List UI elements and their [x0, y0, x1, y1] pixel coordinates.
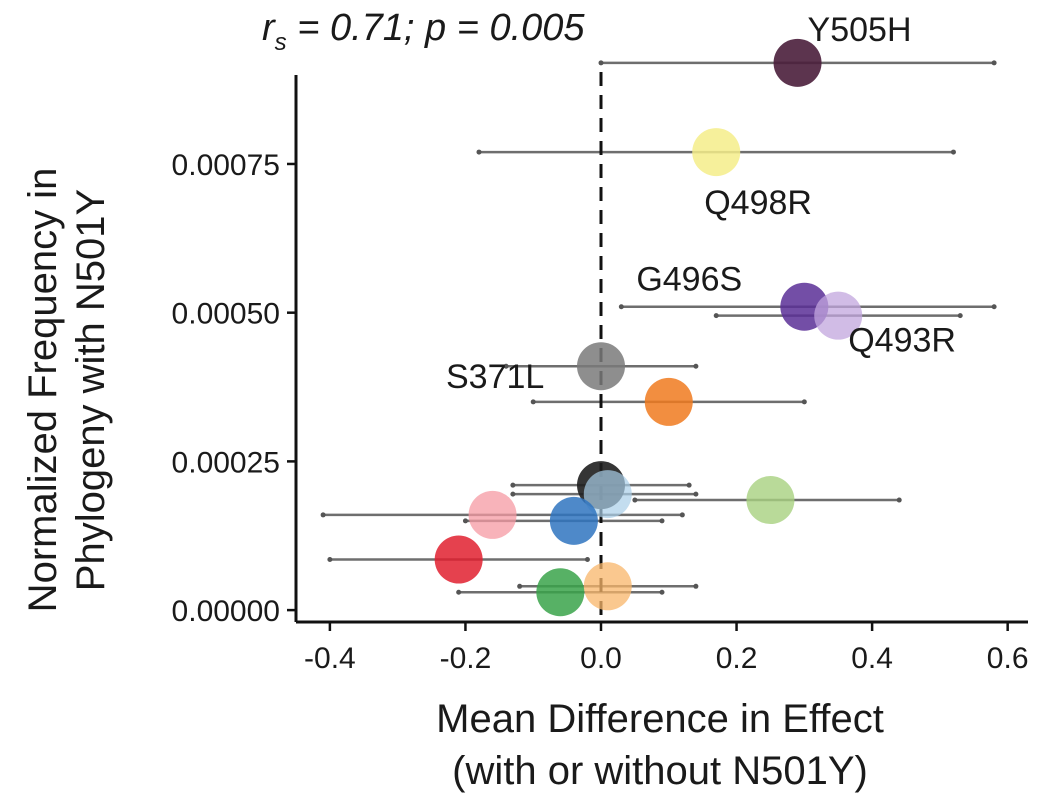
- data-point: [468, 490, 517, 539]
- x-tick-label: -0.2: [440, 642, 492, 675]
- x-ticks: -0.4 -0.2 0.0 0.2 0.4 0.6: [304, 622, 1029, 675]
- error-bar-cap-left: [456, 589, 462, 595]
- point-label: Q498R: [704, 184, 812, 222]
- error-bar-cap-right: [686, 482, 692, 488]
- data-point: [692, 128, 741, 177]
- y-axis-title-line1: Normalized Frequency in: [21, 168, 65, 613]
- error-bar-cap-left: [476, 149, 482, 155]
- annotation-subscript: s: [275, 29, 287, 56]
- data-point: [549, 496, 598, 545]
- x-axis-title-line1: Mean Difference in Effect: [436, 697, 884, 741]
- x-tick-label: 0.2: [716, 642, 758, 675]
- data-point: [434, 535, 483, 584]
- data-point: [536, 568, 585, 617]
- error-bar-cap-right: [991, 304, 997, 310]
- data-point: [746, 476, 795, 525]
- error-bar-cap-right: [693, 583, 699, 589]
- error-bar-cap-left: [320, 512, 326, 518]
- y-tick-label: 0.00000: [172, 595, 280, 628]
- error-bar-cap-right: [584, 557, 590, 563]
- error-bar-cap-right: [693, 491, 699, 497]
- error-bar-cap-left: [713, 313, 719, 319]
- point-label: S371L: [446, 358, 544, 396]
- error-bar-cap-right: [957, 313, 963, 319]
- error-bar-cap-right: [693, 363, 699, 369]
- error-bar-cap-left: [462, 518, 468, 524]
- data-point: [644, 377, 693, 426]
- y-tick-label: 0.00075: [172, 149, 280, 182]
- x-tick-label: 0.6: [987, 642, 1029, 675]
- data-points: [434, 38, 863, 617]
- error-bar-cap-left: [517, 583, 523, 589]
- axes: [294, 75, 1028, 624]
- point-label: G496S: [636, 261, 742, 299]
- x-tick-label: -0.4: [304, 642, 356, 675]
- error-bar-cap-left: [530, 399, 536, 405]
- annotation-r: r: [262, 7, 276, 49]
- error-bar-cap-right: [659, 589, 665, 595]
- y-axis-title-line2: Phylogeny with N501Y: [69, 189, 113, 591]
- error-bar-cap-left: [510, 482, 516, 488]
- data-point: [814, 291, 863, 340]
- error-bar-cap-right: [659, 518, 665, 524]
- error-bar-cap-left: [510, 491, 516, 497]
- point-labels: Y505H Q498R G496S Q493R S371L: [446, 11, 956, 396]
- error-bar-cap-right: [950, 149, 956, 155]
- x-tick-label: 0.0: [580, 642, 622, 675]
- x-axis-title-line2: (with or without N501Y): [452, 749, 868, 793]
- error-bar-cap-right: [801, 399, 807, 405]
- y-ticks: 0.00000 0.00025 0.00050 0.00075: [172, 149, 296, 628]
- error-bar-cap-left: [503, 363, 509, 369]
- data-point: [577, 342, 625, 391]
- y-tick-label: 0.00050: [172, 298, 280, 331]
- data-point: [583, 562, 632, 611]
- correlation-annotation: rs = 0.71; p = 0.005: [262, 7, 585, 56]
- data-point: [583, 470, 632, 519]
- error-bar-cap-right: [679, 512, 685, 518]
- error-bar-cap-right: [896, 497, 902, 503]
- error-bar-cap-left: [632, 497, 638, 503]
- point-label: Q493R: [848, 322, 956, 360]
- error-bar-cap-left: [327, 557, 333, 563]
- error-bar-cap-left: [618, 304, 624, 310]
- error-bar-cap-left: [598, 60, 604, 66]
- annotation-rest: = 0.71; p = 0.005: [287, 7, 586, 49]
- point-label: Y505H: [808, 11, 912, 49]
- x-tick-label: 0.4: [851, 642, 893, 675]
- y-tick-label: 0.00025: [172, 446, 280, 479]
- error-bar-cap-right: [991, 60, 997, 66]
- data-point: [773, 38, 822, 87]
